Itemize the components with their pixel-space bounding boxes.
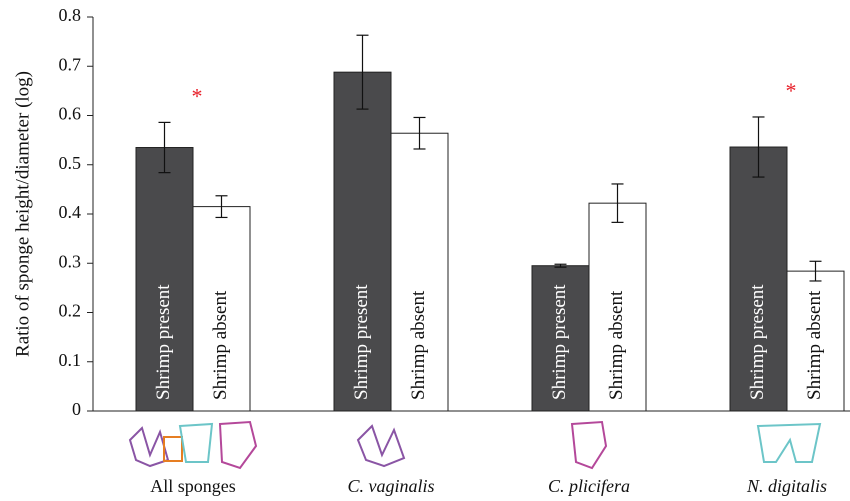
bar-label: Shrimp absent <box>408 290 429 400</box>
bar-label: Shrimp present <box>549 284 570 400</box>
y-tick-label: 0.2 <box>59 301 82 321</box>
y-tick-label: 0.5 <box>59 153 82 173</box>
icon-vaginalis <box>358 426 404 466</box>
y-tick-label: 0.7 <box>59 54 82 74</box>
y-tick-label: 0 <box>72 399 81 419</box>
significance-marker: * <box>786 78 797 103</box>
x-tick-label: C. vaginalis <box>347 476 434 496</box>
icon-digitalis <box>758 424 820 462</box>
bar-label: Shrimp absent <box>606 290 627 400</box>
y-tick-label: 0.4 <box>59 202 82 222</box>
y-tick-label: 0.8 <box>59 5 82 25</box>
sponge-icons <box>130 422 820 468</box>
y-tick-label: 0.3 <box>59 251 82 271</box>
icon-digitalis <box>180 424 212 462</box>
x-tick-label: N. digitalis <box>746 476 827 496</box>
chart: Ratio of sponge height/diameter (log) 0 0… <box>0 0 850 501</box>
bar-label: Shrimp present <box>153 284 174 400</box>
y-tick-label: 0.6 <box>59 104 82 124</box>
bar-label: Shrimp present <box>351 284 372 400</box>
y-tick-label: 0.1 <box>59 350 82 370</box>
significance-marker: * <box>192 83 203 108</box>
bar-label: Shrimp present <box>747 284 768 400</box>
x-tick-label: All sponges <box>150 476 236 496</box>
icon-plicifera <box>220 422 256 468</box>
icon-plicifera <box>572 422 606 468</box>
bar-label: Shrimp absent <box>804 290 825 400</box>
bar-label: Shrimp absent <box>210 290 231 400</box>
x-tick-label: C. plicifera <box>548 476 630 496</box>
y-axis-title: Ratio of sponge height/diameter (log) <box>12 71 33 357</box>
icon-vaginalis <box>130 428 168 466</box>
